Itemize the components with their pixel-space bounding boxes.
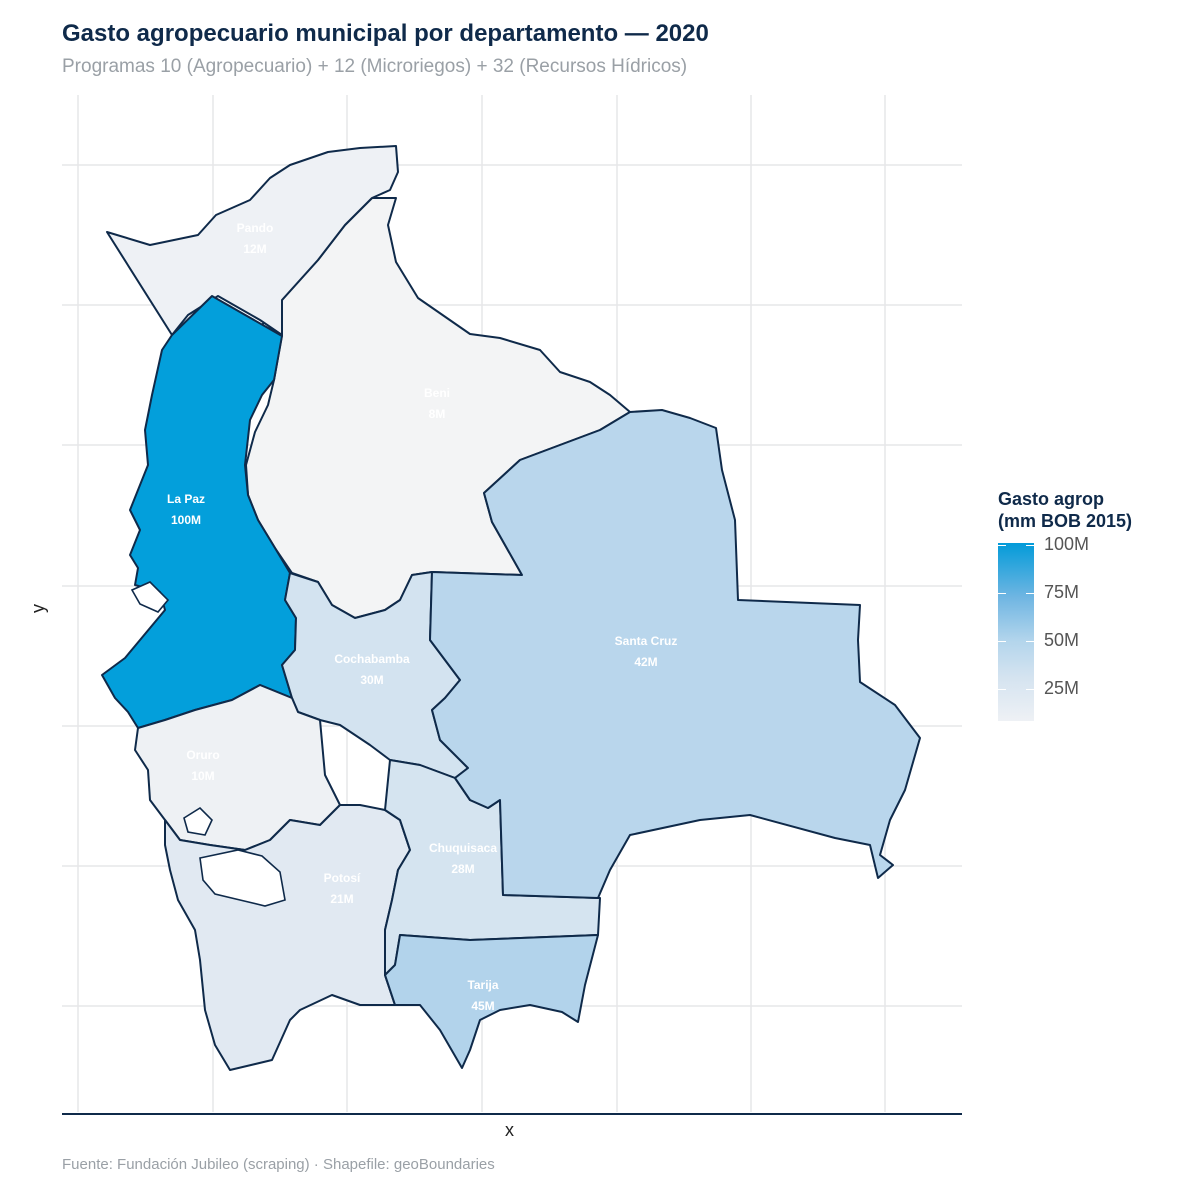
legend-tick-mark <box>1026 689 1034 690</box>
legend-title: Gasto agrop (mm BOB 2015) <box>998 489 1133 531</box>
legend-tick-label: 25M <box>1044 678 1080 698</box>
legend-tick-mark <box>1026 593 1034 594</box>
legend-tick-label: 75M <box>1044 582 1080 602</box>
legend-tick-label: 100M <box>1044 534 1090 554</box>
department-name-label: Beni <box>424 386 450 400</box>
department-value-label: 10M <box>191 769 214 783</box>
department-value-label: 100M <box>171 513 201 527</box>
lake-poopo <box>183 806 213 836</box>
department-pando[interactable] <box>106 145 399 336</box>
map-subtitle: Programas 10 (Agropecuario) + 12 (Micror… <box>62 56 688 77</box>
department-value-label: 12M <box>243 242 266 256</box>
legend-tick-mark <box>998 545 1006 546</box>
legend-tick-mark <box>1026 545 1034 546</box>
department-name-label: Cochabamba <box>334 652 410 666</box>
department-tarija[interactable] <box>384 934 599 1069</box>
department-name-label: Potosí <box>324 871 361 885</box>
department-potosi[interactable] <box>164 804 411 1071</box>
department-value-label: 8M <box>429 407 446 421</box>
department-value-label: 42M <box>634 655 657 669</box>
department-value-label: 28M <box>451 862 474 876</box>
department-name-label: Chuquisaca <box>429 841 497 855</box>
department-santacruz[interactable] <box>429 409 921 899</box>
legend-tick-mark <box>1026 641 1034 642</box>
department-value-label: 21M <box>330 892 353 906</box>
legend-tick-label: 50M <box>1044 630 1080 650</box>
source-caption: Fuente: Fundación Jubileo (scraping) · S… <box>62 1156 495 1173</box>
department-value-label: 45M <box>471 999 494 1013</box>
legend-color-bar <box>998 543 1034 721</box>
department-value-label: 30M <box>360 673 383 687</box>
department-labels: Pando 12M Beni 8M La Paz 100M Santa Cruz 42M Coc… <box>167 221 677 1013</box>
x-axis-label: x <box>505 1120 514 1140</box>
legend-tick-mark <box>998 593 1006 594</box>
lakes <box>130 581 286 907</box>
lake-titicaca <box>130 581 170 613</box>
map-title: Gasto agropecuario municipal por departa… <box>62 20 709 47</box>
department-name-label: Oruro <box>186 748 219 762</box>
salar-coipasa <box>199 849 286 907</box>
department-name-label: Santa Cruz <box>615 634 678 648</box>
legend-tick-mark <box>998 641 1006 642</box>
y-axis-label: y <box>28 604 48 613</box>
department-name-label: Tarija <box>467 978 498 992</box>
department-name-label: La Paz <box>167 492 205 506</box>
legend-tick-mark <box>998 689 1006 690</box>
department-name-label: Pando <box>237 221 274 235</box>
departments <box>101 145 921 1071</box>
